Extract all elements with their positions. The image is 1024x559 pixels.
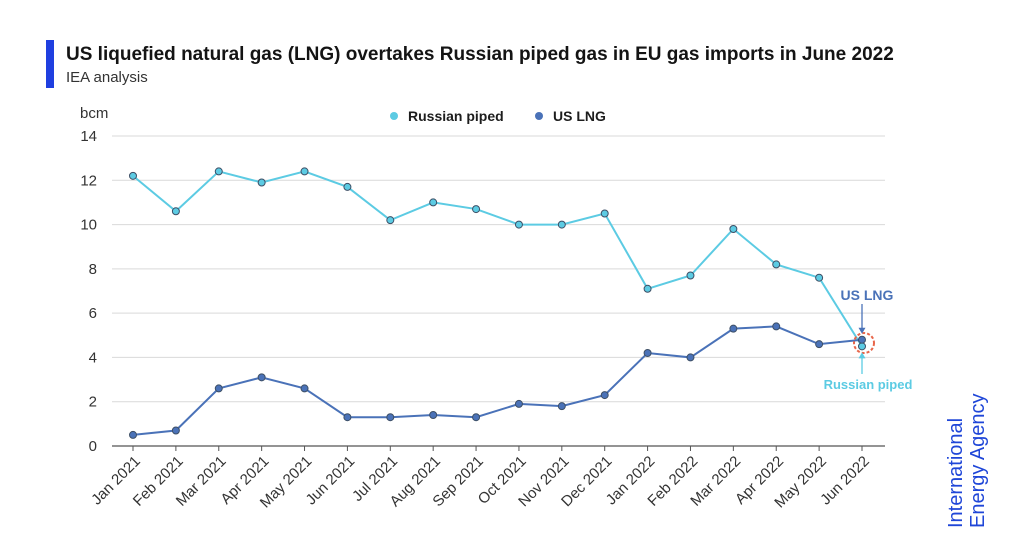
data-point (343, 182, 352, 191)
y-tick-label: 2 (89, 394, 97, 411)
legend-label: Russian piped (408, 108, 504, 124)
chart-title: US liquefied natural gas (LNG) overtakes… (66, 44, 894, 65)
data-point (386, 413, 395, 422)
data-point (386, 216, 395, 225)
iea-logo: International Energy Agency (940, 380, 990, 530)
y-tick-label: 12 (80, 172, 97, 189)
data-point (729, 225, 738, 233)
data-point (472, 205, 481, 214)
data-point (815, 340, 824, 349)
data-point (643, 349, 652, 357)
annotations: US LNG Russian piped (824, 287, 913, 392)
annotation-russian-piped: Russian piped (824, 377, 913, 392)
data-point (214, 167, 223, 176)
data-point (514, 399, 523, 408)
y-tick-label: 6 (89, 305, 97, 322)
y-tick-label: 0 (89, 438, 97, 455)
y-tick-label: 10 (80, 217, 97, 234)
data-point (429, 198, 438, 207)
data-point (557, 402, 566, 411)
legend-label: US LNG (553, 108, 606, 124)
data-point (600, 391, 609, 400)
y-tick-label: 14 (80, 128, 97, 145)
data-point (557, 220, 566, 229)
y-axis-unit-label: bcm (80, 105, 108, 122)
data-point (686, 271, 695, 280)
series-lines (129, 167, 866, 439)
annotation-us-lng: US LNG (841, 287, 894, 303)
data-point (429, 411, 438, 419)
data-point (600, 209, 609, 218)
legend: Russian piped US LNG (390, 108, 606, 124)
data-point (300, 167, 309, 176)
data-point (815, 273, 824, 282)
data-point (257, 373, 266, 382)
series-line (132, 170, 863, 347)
us-lng-arrowhead (858, 327, 866, 334)
grid-lines (112, 135, 885, 403)
data-point (772, 260, 781, 269)
data-point (772, 322, 781, 331)
data-point (171, 207, 180, 216)
data-point (643, 284, 652, 293)
highlight-circle (853, 332, 875, 355)
legend-marker (390, 112, 398, 120)
data-point (129, 430, 137, 439)
data-point (129, 171, 137, 180)
logo-text-line1: International (945, 418, 967, 528)
data-point (214, 384, 223, 393)
y-tick-label: 8 (89, 261, 97, 278)
russian-piped-arrowhead (858, 352, 866, 359)
data-point (729, 324, 738, 333)
data-point (300, 384, 309, 393)
series-line (132, 325, 863, 436)
data-point (858, 342, 866, 351)
data-point (257, 178, 266, 187)
y-tick-label: 4 (89, 349, 97, 366)
data-point (514, 220, 523, 229)
data-point (472, 413, 481, 422)
data-point (171, 426, 180, 435)
y-axis: 0 2 4 6 8 10 12 14 (80, 128, 97, 455)
logo-text-line2: Energy Agency (967, 393, 989, 528)
data-point (686, 353, 695, 362)
chart-subtitle: IEA analysis (66, 69, 148, 86)
data-point (343, 413, 352, 422)
legend-marker (535, 112, 543, 120)
title-accent-bar (46, 40, 54, 88)
data-point (858, 335, 866, 344)
